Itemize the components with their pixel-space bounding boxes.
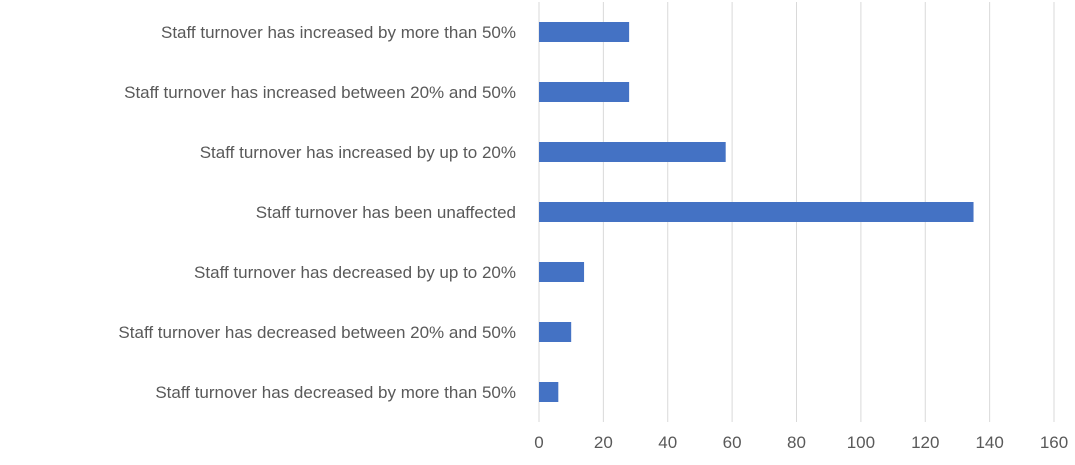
category-label: Staff turnover has decreased by up to 20… (194, 263, 516, 282)
category-label: Staff turnover has increased by more tha… (161, 23, 516, 42)
bar-4 (539, 202, 974, 222)
bar-2 (539, 82, 630, 102)
bars (539, 22, 974, 402)
category-label: Staff turnover has increased between 20%… (124, 83, 516, 102)
x-tick-label: 140 (975, 433, 1003, 452)
bar-6 (539, 322, 572, 342)
x-tick-label: 20 (594, 433, 613, 452)
category-label: Staff turnover has increased by up to 20… (200, 143, 516, 162)
category-label: Staff turnover has been unaffected (256, 203, 516, 222)
x-tick-label: 80 (787, 433, 806, 452)
bar-1 (539, 22, 630, 42)
x-tick-label: 40 (658, 433, 677, 452)
bar-3 (539, 142, 726, 162)
category-label: Staff turnover has decreased by more tha… (155, 383, 516, 402)
x-tick-label: 160 (1040, 433, 1068, 452)
x-tick-label: 0 (534, 433, 543, 452)
x-tick-label: 120 (911, 433, 939, 452)
category-labels: Staff turnover has increased by more tha… (118, 23, 516, 402)
x-tick-label: 100 (847, 433, 875, 452)
bar-7 (539, 382, 559, 402)
bar-5 (539, 262, 585, 282)
category-label: Staff turnover has decreased between 20%… (118, 323, 516, 342)
x-axis-tick-labels: 0 20 40 60 80 100 120 140 160 (534, 433, 1068, 452)
x-tick-label: 60 (723, 433, 742, 452)
